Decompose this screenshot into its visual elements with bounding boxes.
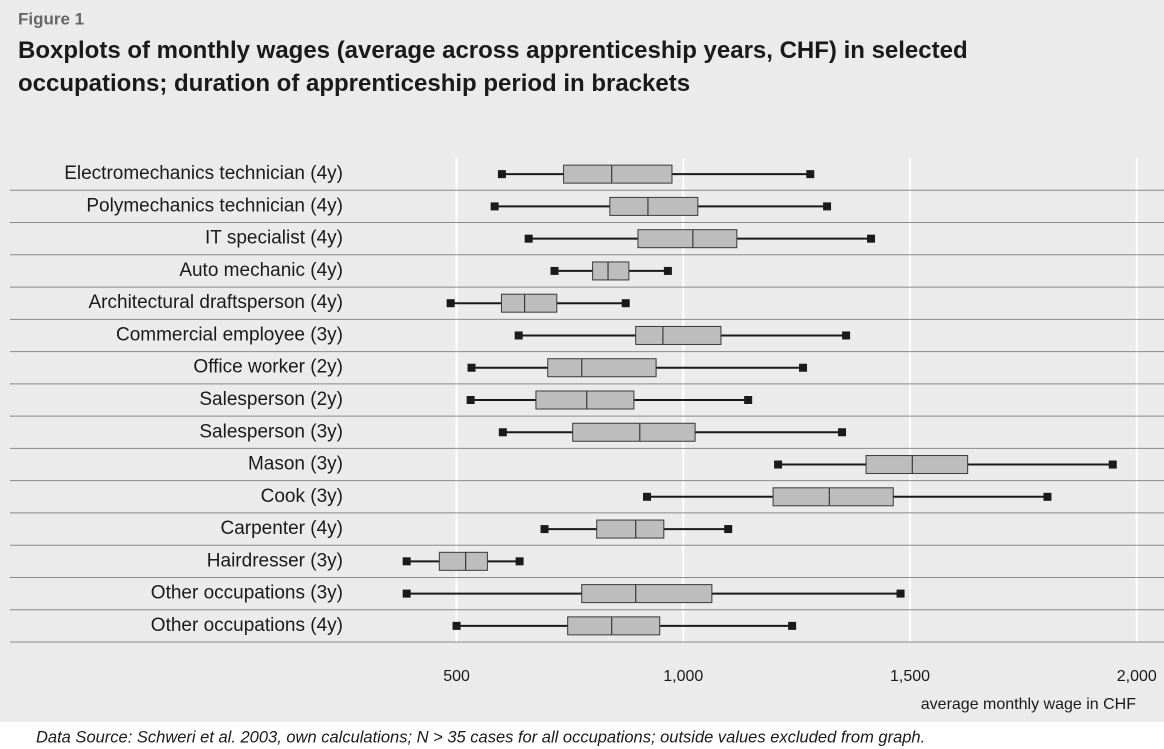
- whisker-cap: [867, 234, 876, 243]
- box: [772, 487, 894, 507]
- y-tick-label: Office worker (2y): [193, 357, 343, 378]
- x-axis-label: average monthly wage in CHF: [921, 696, 1136, 713]
- whisker-cap: [515, 557, 524, 566]
- title-line: occupations; duration of apprenticeship …: [18, 70, 690, 97]
- y-tick-label: Other occupations (4y): [151, 615, 343, 636]
- box: [567, 616, 661, 636]
- whisker-cap: [643, 492, 652, 501]
- title-line: Boxplots of monthly wages (average acros…: [18, 37, 968, 64]
- footer-band: [0, 722, 1164, 749]
- box: [535, 390, 635, 410]
- y-tick-label: Auto mechanic (4y): [179, 260, 343, 281]
- x-tick-label: 1,500: [890, 668, 930, 685]
- y-tick-label: Hairdresser (3y): [207, 550, 343, 571]
- whisker-cap: [524, 234, 533, 243]
- y-tick-label: Other occupations (3y): [151, 583, 343, 604]
- box: [635, 325, 722, 345]
- whisker-cap: [621, 299, 630, 308]
- whisker-cap: [842, 331, 851, 340]
- whisker-cap: [663, 266, 672, 275]
- box: [596, 519, 665, 539]
- box: [500, 293, 558, 313]
- whisker-cap: [1043, 492, 1052, 501]
- whisker-cap: [402, 557, 411, 566]
- whisker-cap: [896, 589, 905, 598]
- whisker-cap: [550, 266, 559, 275]
- whisker-cap: [724, 525, 733, 534]
- box: [592, 261, 630, 281]
- box: [572, 422, 696, 442]
- whisker-cap: [1108, 460, 1117, 469]
- whisker-cap: [498, 428, 507, 437]
- y-tick-label: Polymechanics technician (4y): [86, 195, 343, 216]
- box: [581, 584, 713, 604]
- whisker-cap: [744, 396, 753, 404]
- whisker-cap: [467, 363, 476, 372]
- box: [865, 455, 969, 475]
- whisker-cap: [838, 428, 847, 437]
- whisker-cap: [446, 299, 455, 308]
- whisker-cap: [402, 589, 411, 598]
- y-tick-label: Salesperson (3y): [199, 421, 343, 442]
- box: [563, 164, 673, 184]
- whisker-cap: [788, 621, 797, 630]
- y-tick-label: Architectural draftsperson (4y): [89, 292, 344, 313]
- whisker-cap: [497, 170, 506, 179]
- box: [637, 229, 738, 249]
- y-tick-label: Cook (3y): [261, 486, 343, 507]
- chart-title: Boxplots of monthly wages (average acros…: [18, 37, 968, 97]
- y-tick-label: Commercial employee (3y): [116, 324, 343, 345]
- whisker-cap: [774, 460, 783, 469]
- box: [438, 551, 488, 571]
- whisker-cap: [540, 525, 549, 534]
- y-tick-label: IT specialist (4y): [205, 228, 343, 249]
- whisker-cap: [823, 202, 832, 211]
- x-tick-label: 1,000: [663, 668, 703, 685]
- box: [547, 358, 657, 378]
- y-tick-label: Carpenter (4y): [221, 518, 344, 539]
- whisker-cap: [452, 621, 461, 630]
- whisker-cap: [799, 363, 808, 372]
- whisker-cap: [466, 396, 475, 404]
- y-tick-label: Mason (3y): [248, 454, 343, 475]
- x-tick-label: 2,000: [1117, 668, 1157, 685]
- source-note: Data Source: Schweri et al. 2003, own ca…: [36, 728, 925, 746]
- figure-label: Figure 1: [18, 9, 84, 28]
- y-tick-label: Salesperson (2y): [199, 389, 343, 410]
- whisker-cap: [490, 202, 499, 211]
- whisker-cap: [514, 331, 523, 340]
- y-tick-label: Electromechanics technician (4y): [64, 163, 343, 184]
- whisker-cap: [806, 170, 815, 179]
- box: [609, 196, 699, 216]
- x-tick-label: 500: [443, 668, 470, 685]
